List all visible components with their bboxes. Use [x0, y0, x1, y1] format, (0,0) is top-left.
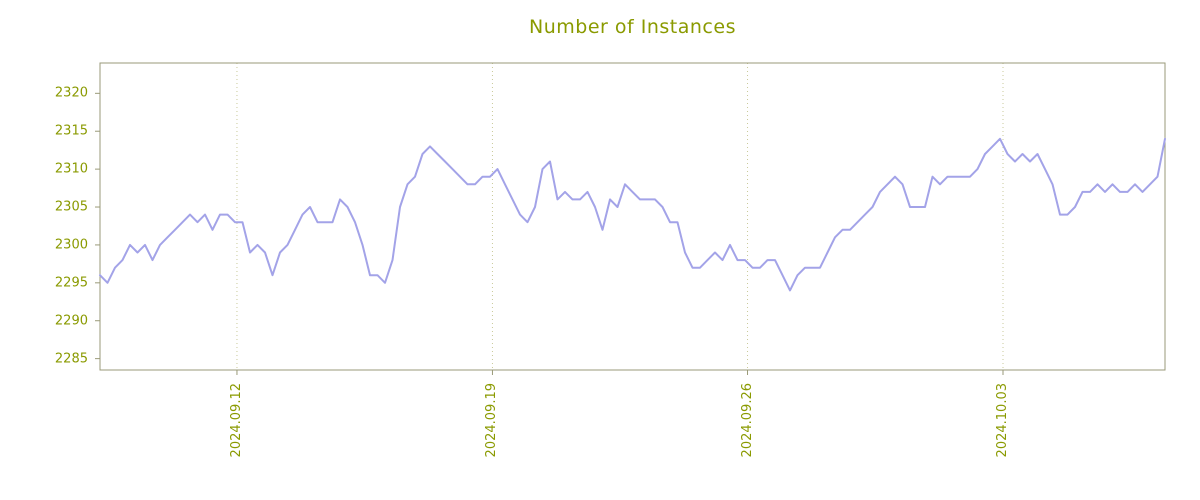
y-axis-tick-label: 2310 — [54, 161, 88, 177]
y-axis-tick-label: 2290 — [54, 313, 88, 329]
y-axis-tick-label: 2300 — [54, 237, 88, 253]
y-axis-tick-label: 2320 — [54, 85, 88, 101]
x-axis-tick-label: 2024.09.19 — [484, 383, 500, 458]
x-axis-tick-label: 2024.10.03 — [995, 383, 1010, 458]
y-axis-tick-label: 2285 — [54, 351, 88, 367]
x-axis-tick-label: 2024.09.12 — [228, 383, 244, 458]
x-axis-tick-label: 2024.09.26 — [739, 383, 755, 458]
chart-title: Number of Instances — [529, 16, 736, 38]
y-axis-tick-label: 2305 — [54, 199, 88, 215]
series-line — [99, 137, 1166, 292]
y-axis-tick-label: 2295 — [54, 275, 88, 291]
y-axis-tick-label: 2315 — [54, 123, 88, 139]
plot-border — [99, 62, 1166, 371]
